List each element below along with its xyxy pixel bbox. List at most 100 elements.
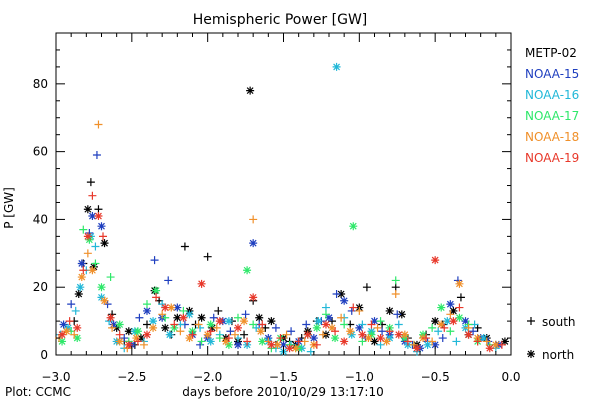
data-point: [83, 249, 92, 258]
data-point: [446, 300, 455, 309]
data-point: [378, 320, 387, 329]
data-point: [179, 313, 188, 322]
data-point: [152, 293, 161, 302]
data-point: [243, 337, 252, 346]
data-point: [208, 323, 217, 332]
data-point: [197, 337, 206, 346]
data-point: [135, 313, 144, 322]
data-point: [234, 313, 242, 322]
data-point: [124, 340, 133, 349]
data-point: [112, 323, 121, 332]
data-point: [464, 330, 473, 339]
data-point: [77, 273, 86, 282]
data-point: [282, 330, 291, 339]
data-point: [179, 306, 188, 315]
data-point: [58, 330, 67, 339]
data-point: [185, 334, 194, 343]
data-point: [258, 337, 267, 346]
data-point: [234, 323, 242, 332]
legend-entry-noaa-16: NOAA-16: [525, 88, 579, 102]
data-point: [73, 323, 82, 332]
data-point: [161, 303, 170, 312]
data-point: [455, 279, 464, 288]
data-point: [150, 256, 159, 265]
data-point: [158, 310, 167, 319]
data-point: [325, 313, 333, 322]
data-point: [246, 86, 255, 95]
data-point: [461, 317, 470, 326]
data-point: [164, 276, 173, 285]
data-point: [434, 327, 443, 336]
data-point: [423, 340, 432, 349]
data-point: [106, 273, 115, 282]
data-point: [221, 337, 230, 346]
data-point: [197, 279, 206, 288]
data-point: [431, 317, 440, 326]
y-tick-label: 60: [33, 145, 48, 159]
data-point: [314, 317, 323, 326]
y-tick-label: 80: [33, 77, 48, 91]
data-point: [203, 330, 212, 339]
data-point: [196, 340, 205, 349]
data-point: [312, 323, 321, 332]
data-point: [224, 340, 233, 349]
data-point: [76, 283, 85, 292]
data-point: [176, 327, 185, 336]
y-tick-label: 20: [33, 280, 48, 294]
data-point: [276, 334, 285, 343]
data-point: [214, 306, 223, 315]
data-point: [331, 327, 340, 336]
data-point: [258, 320, 267, 329]
data-point: [364, 334, 373, 343]
y-axis-label: P [GW]: [2, 187, 16, 229]
data-point: [273, 340, 282, 349]
data-point: [358, 330, 367, 339]
data-point: [88, 191, 97, 200]
data-point: [376, 317, 385, 326]
data-point: [347, 330, 356, 339]
data-point: [83, 205, 92, 214]
series-noaa-19: [58, 191, 506, 353]
legend-entry-noaa-17: NOAA-17: [525, 109, 579, 123]
data-point: [370, 337, 379, 346]
data-point: [241, 310, 250, 319]
data-point: [77, 259, 86, 268]
data-point: [332, 62, 341, 71]
data-point: [59, 320, 68, 329]
data-point: [206, 327, 215, 336]
data-point: [267, 340, 276, 349]
data-point: [167, 303, 176, 312]
data-point: [256, 327, 265, 336]
data-point: [83, 232, 92, 241]
data-point: [449, 317, 458, 326]
legend-entry-noaa-15: NOAA-15: [525, 67, 579, 81]
data-point: [340, 337, 349, 346]
data-point: [473, 337, 482, 346]
data-point: [285, 344, 294, 353]
data-point: [139, 340, 148, 349]
data-point: [431, 256, 440, 265]
data-point: [196, 323, 205, 332]
data-point: [400, 330, 409, 339]
data-point: [491, 340, 500, 349]
data-point: [133, 327, 142, 336]
data-point: [71, 306, 80, 315]
data-point: [318, 330, 327, 339]
data-point: [79, 225, 88, 234]
data-point: [331, 334, 340, 343]
data-point: [120, 334, 129, 343]
data-point: [152, 286, 161, 295]
data-point: [62, 327, 71, 336]
x-tick-label: −2.5: [117, 370, 146, 384]
x-tick-label: −0.5: [421, 370, 450, 384]
data-point: [188, 330, 197, 339]
legend-entry-metp-02: METP-02: [525, 46, 577, 60]
data-point: [485, 344, 494, 353]
data-point: [412, 344, 421, 353]
y-tick-label: 40: [33, 212, 48, 226]
data-point: [206, 337, 215, 346]
data-point: [185, 310, 194, 319]
data-point: [124, 327, 133, 336]
data-point: [88, 266, 97, 275]
